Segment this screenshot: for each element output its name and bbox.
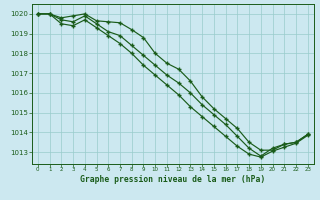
X-axis label: Graphe pression niveau de la mer (hPa): Graphe pression niveau de la mer (hPa) [80,175,265,184]
